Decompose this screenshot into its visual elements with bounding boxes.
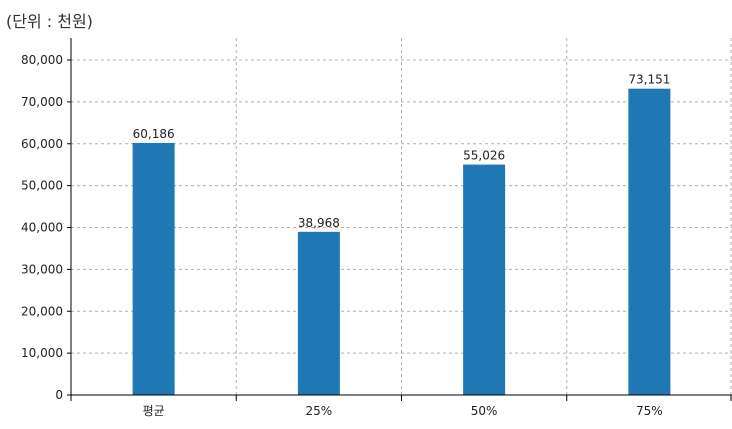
labels: 0 10,000 20,000 30,000 40,000 50,000 60,000 70,… — [21, 53, 670, 418]
bar — [463, 164, 506, 395]
grid-lines — [71, 38, 732, 395]
x-tick-label: 25% — [306, 404, 333, 418]
x-tick-label: 50% — [471, 404, 498, 418]
y-tick-label: 70,000 — [21, 95, 63, 109]
y-tick-label: 0 — [55, 388, 63, 402]
bar — [628, 88, 671, 396]
bar — [297, 231, 340, 395]
axes — [67, 38, 732, 401]
y-tick-label: 20,000 — [21, 304, 63, 318]
bar-value-label: 55,026 — [463, 149, 505, 163]
bar-value-label: 73,151 — [628, 73, 670, 87]
y-tick-label: 80,000 — [21, 53, 63, 67]
bars — [132, 88, 671, 396]
bar-value-label: 60,186 — [133, 127, 175, 141]
y-tick-label: 30,000 — [21, 262, 63, 276]
x-tick-label: 75% — [636, 404, 663, 418]
y-tick-label: 50,000 — [21, 179, 63, 193]
unit-label: (단위 : 천원) — [6, 12, 93, 31]
y-tick-label: 40,000 — [21, 221, 63, 235]
bar — [132, 142, 175, 395]
y-tick-label: 60,000 — [21, 137, 63, 151]
x-tick-label: 평균 — [143, 404, 165, 418]
y-tick-label: 10,000 — [21, 346, 63, 360]
bar-value-label: 38,968 — [298, 216, 340, 230]
